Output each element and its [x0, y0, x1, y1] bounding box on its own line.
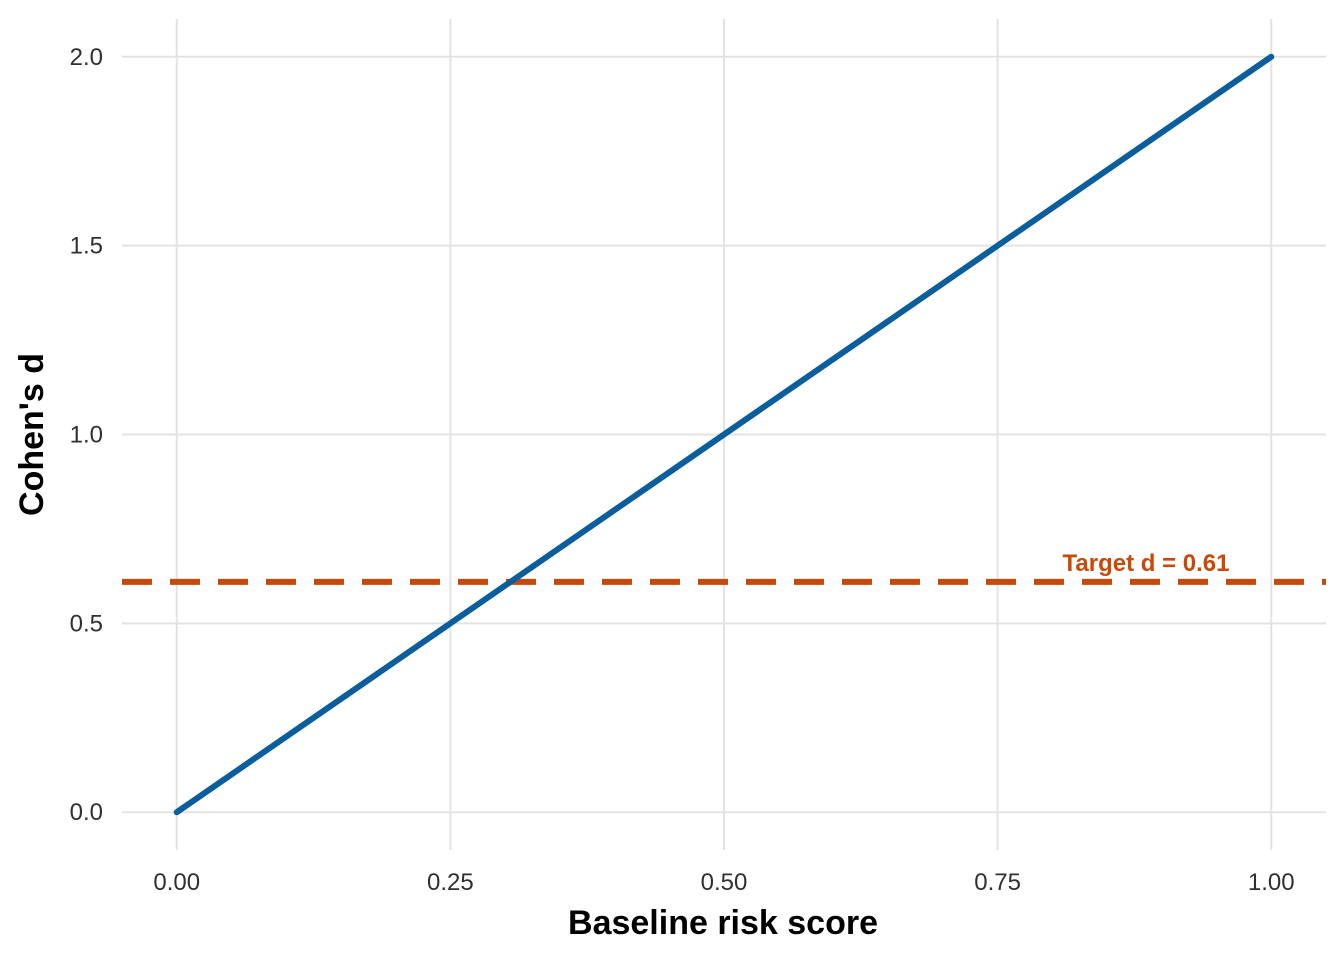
- x-tick-label: 0.75: [974, 869, 1021, 896]
- x-tick-label: 0.50: [701, 869, 748, 896]
- target-annotation: Target d = 0.61: [1063, 550, 1230, 577]
- x-axis-title: Baseline risk score: [568, 904, 878, 942]
- axes: 0.00 0.25 0.50 0.75 1.00 0.0 0.5 1.0 1.5 2.0: [70, 44, 1295, 896]
- y-tick-label: 0.0: [70, 799, 103, 826]
- y-tick-label: 2.0: [70, 44, 103, 71]
- y-tick-label: 1.0: [70, 422, 103, 449]
- y-axis-title: Cohen's d: [13, 353, 51, 516]
- x-tick-label: 0.00: [153, 869, 200, 896]
- plot-area: Target d = 0.61: [122, 53, 1326, 816]
- x-tick-label: 0.25: [427, 869, 474, 896]
- x-tick-label: 1.00: [1248, 869, 1295, 896]
- grid: [122, 19, 1326, 850]
- series-line: [173, 53, 1275, 816]
- y-tick-label: 1.5: [70, 233, 103, 260]
- y-tick-label: 0.5: [70, 610, 103, 637]
